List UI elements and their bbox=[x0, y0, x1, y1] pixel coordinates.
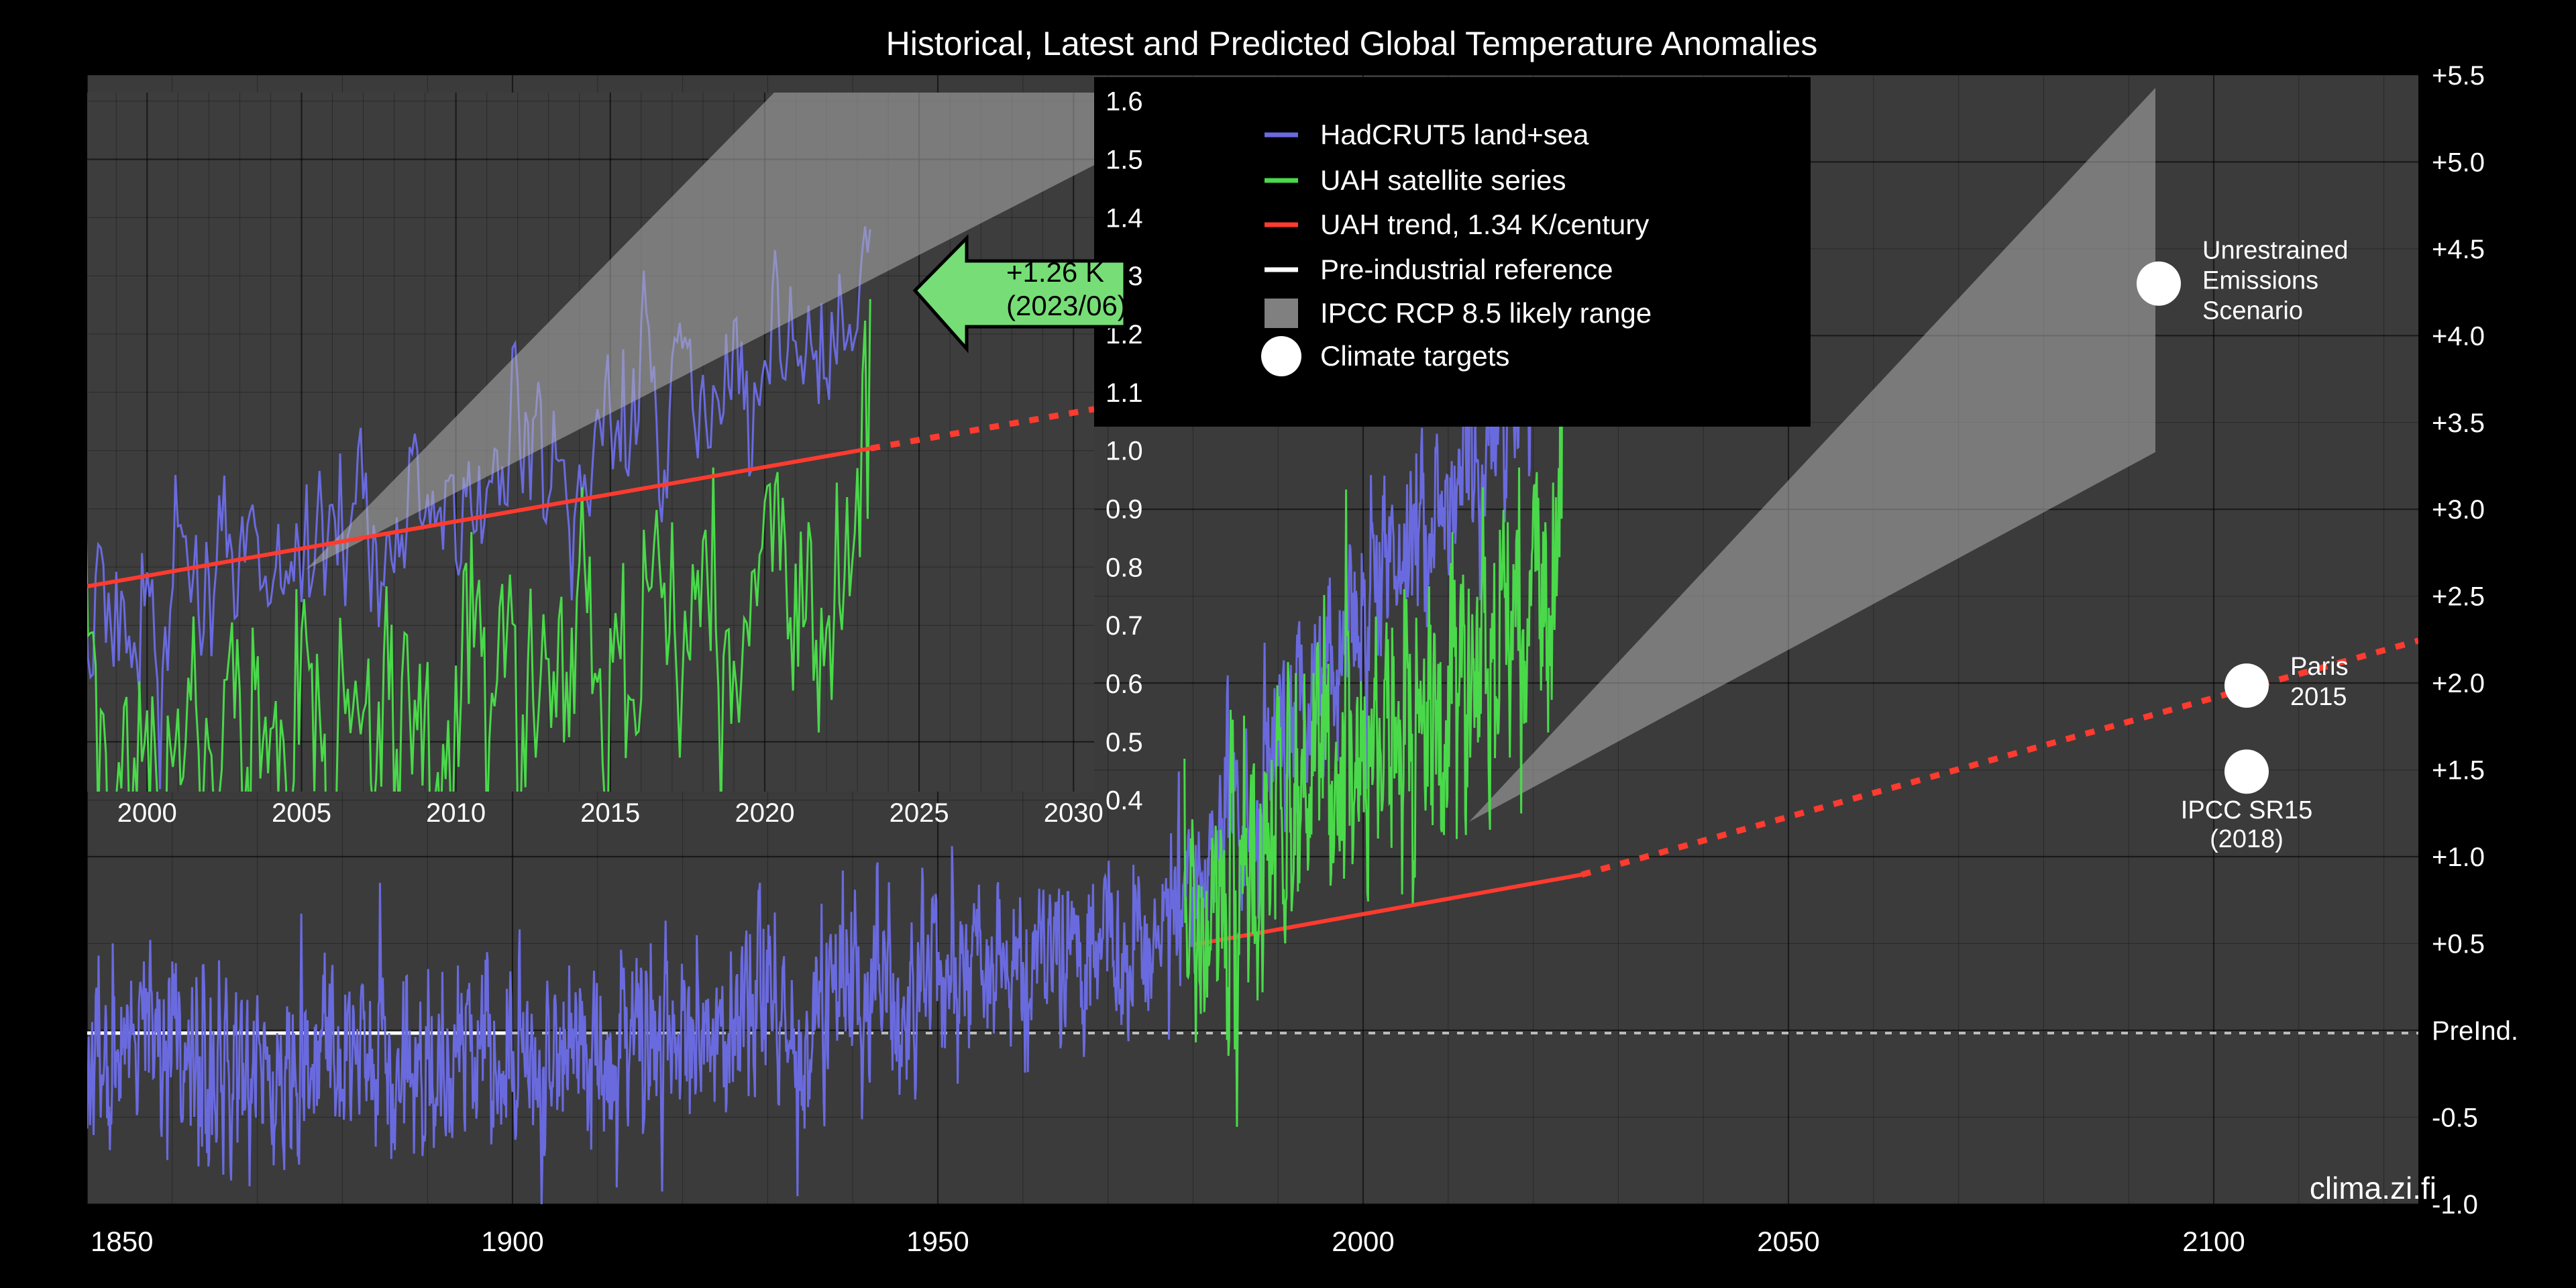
svg-text:-0.5: -0.5 bbox=[2432, 1103, 2478, 1132]
svg-text:IPCC SR15: IPCC SR15 bbox=[2181, 796, 2312, 824]
svg-text:1.5: 1.5 bbox=[1106, 146, 1143, 175]
svg-text:0.9: 0.9 bbox=[1106, 495, 1143, 525]
svg-text:2030: 2030 bbox=[1044, 798, 1104, 828]
svg-text:2010: 2010 bbox=[426, 798, 486, 828]
svg-text:2020: 2020 bbox=[735, 798, 795, 828]
svg-text:+1.5: +1.5 bbox=[2432, 756, 2485, 786]
svg-text:2050: 2050 bbox=[1757, 1226, 1819, 1257]
svg-text:Pre-industrial reference: Pre-industrial reference bbox=[1320, 254, 1613, 285]
svg-text:(2018): (2018) bbox=[2210, 825, 2284, 853]
svg-text:UAH trend, 1.34 K/century: UAH trend, 1.34 K/century bbox=[1320, 209, 1649, 240]
svg-text:+3.0: +3.0 bbox=[2432, 495, 2485, 525]
svg-text:2100: 2100 bbox=[2182, 1226, 2245, 1257]
svg-text:2015: 2015 bbox=[2290, 683, 2347, 711]
svg-text:+0.5: +0.5 bbox=[2432, 930, 2485, 959]
svg-text:0.6: 0.6 bbox=[1106, 669, 1143, 699]
svg-text:UAH satellite series: UAH satellite series bbox=[1320, 164, 1566, 196]
svg-text:PreInd.: PreInd. bbox=[2432, 1016, 2518, 1046]
svg-text:HadCRUT5 land+sea: HadCRUT5 land+sea bbox=[1320, 119, 1589, 150]
svg-text:1900: 1900 bbox=[481, 1226, 543, 1257]
svg-text:2015: 2015 bbox=[580, 798, 640, 828]
svg-text:(2023/06): (2023/06) bbox=[1006, 290, 1127, 321]
svg-text:2025: 2025 bbox=[890, 798, 949, 828]
svg-text:IPCC RCP 8.5 likely range: IPCC RCP 8.5 likely range bbox=[1320, 297, 1652, 329]
svg-text:+4.0: +4.0 bbox=[2432, 321, 2485, 351]
svg-text:1950: 1950 bbox=[906, 1226, 969, 1257]
svg-text:2005: 2005 bbox=[272, 798, 331, 828]
svg-text:+5.5: +5.5 bbox=[2432, 61, 2485, 91]
svg-text:1850: 1850 bbox=[91, 1226, 153, 1257]
svg-text:-1.0: -1.0 bbox=[2432, 1190, 2478, 1220]
svg-text:1.1: 1.1 bbox=[1106, 378, 1143, 408]
svg-text:0.7: 0.7 bbox=[1106, 611, 1143, 641]
svg-text:+1.26 K: +1.26 K bbox=[1006, 256, 1104, 288]
svg-text:+2.0: +2.0 bbox=[2432, 669, 2485, 698]
svg-text:Paris: Paris bbox=[2290, 653, 2349, 681]
svg-text:1.6: 1.6 bbox=[1106, 87, 1143, 117]
svg-text:+4.5: +4.5 bbox=[2432, 235, 2485, 264]
svg-text:Scenario: Scenario bbox=[2202, 297, 2303, 325]
svg-text:1.4: 1.4 bbox=[1106, 203, 1143, 233]
svg-text:+3.5: +3.5 bbox=[2432, 409, 2485, 438]
svg-text:+5.0: +5.0 bbox=[2432, 148, 2485, 177]
svg-text:1.0: 1.0 bbox=[1106, 437, 1143, 466]
svg-text:Climate targets: Climate targets bbox=[1320, 340, 1509, 372]
svg-text:0.8: 0.8 bbox=[1106, 553, 1143, 582]
svg-text:Historical, Latest and Predict: Historical, Latest and Predicted Global … bbox=[886, 25, 1818, 62]
svg-text:Unrestrained: Unrestrained bbox=[2202, 237, 2349, 265]
svg-text:2000: 2000 bbox=[1332, 1226, 1394, 1257]
svg-text:clima.zi.fi: clima.zi.fi bbox=[2310, 1171, 2436, 1205]
svg-text:+2.5: +2.5 bbox=[2432, 582, 2485, 612]
svg-text:Emissions: Emissions bbox=[2202, 267, 2318, 295]
svg-text:0.4: 0.4 bbox=[1106, 786, 1143, 816]
svg-text:0.5: 0.5 bbox=[1106, 728, 1143, 757]
svg-text:+1.0: +1.0 bbox=[2432, 843, 2485, 872]
svg-text:2000: 2000 bbox=[117, 798, 177, 828]
